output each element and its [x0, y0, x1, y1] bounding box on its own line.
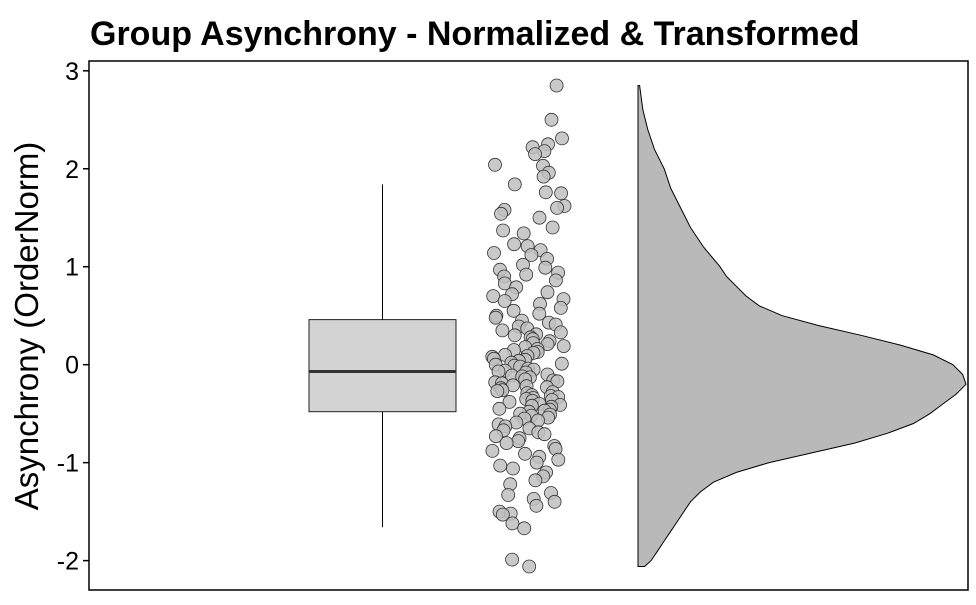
data-point	[488, 429, 503, 444]
data-point	[507, 237, 521, 252]
data-point	[496, 223, 511, 238]
y-axis-label: Asynchrony (OrderNorm)	[8, 142, 45, 511]
data-point	[519, 267, 534, 282]
data-point	[551, 452, 566, 467]
data-point	[549, 78, 564, 93]
plot-area	[88, 60, 969, 591]
data-point	[547, 494, 562, 509]
data-point	[555, 131, 569, 146]
data-point	[506, 461, 520, 476]
data-point	[507, 328, 522, 343]
data-point	[529, 498, 544, 513]
data-point	[487, 246, 501, 260]
data-point	[554, 356, 569, 371]
data-point	[532, 210, 547, 225]
data-point	[544, 112, 559, 127]
y-tick-label: 3	[65, 58, 79, 86]
boxplot	[308, 184, 457, 528]
data-point	[495, 323, 510, 338]
data-point	[501, 488, 516, 502]
data-point	[488, 310, 503, 325]
half-violin	[637, 85, 967, 567]
box-iqr	[308, 319, 457, 413]
data-point	[540, 285, 555, 300]
data-point	[556, 339, 571, 354]
data-point	[549, 273, 563, 288]
data-point	[554, 186, 568, 201]
y-axis: 3 2 1 0 -1 -2	[57, 58, 89, 576]
data-point	[494, 206, 508, 221]
plot-border	[88, 60, 969, 591]
y-tick-label: 0	[65, 352, 79, 380]
data-point	[493, 458, 508, 473]
data-point	[492, 401, 507, 416]
data-point	[538, 185, 553, 200]
data-point	[502, 394, 517, 409]
data-point	[518, 446, 532, 461]
data-point	[488, 157, 502, 172]
data-point	[485, 443, 500, 458]
data-point	[490, 384, 505, 399]
data-point	[537, 427, 552, 442]
y-tick-label: -2	[57, 548, 79, 576]
data-point	[524, 248, 539, 262]
y-tick-label: -1	[57, 450, 79, 478]
data-point	[516, 226, 531, 241]
data-point	[497, 294, 512, 308]
data-point	[528, 473, 543, 488]
violin-density	[637, 85, 967, 567]
data-point	[507, 177, 522, 192]
data-point	[517, 521, 532, 536]
data-point	[529, 455, 544, 470]
data-point	[536, 169, 551, 184]
data-point	[538, 260, 553, 275]
data-point	[522, 559, 537, 574]
y-tick-label: 1	[65, 254, 79, 282]
data-point	[505, 516, 520, 531]
data-point	[550, 200, 564, 215]
jittered-points	[485, 78, 572, 574]
data-point	[511, 434, 526, 449]
data-point	[499, 436, 514, 451]
data-point	[495, 507, 510, 522]
data-point	[486, 289, 501, 304]
data-point	[505, 552, 519, 567]
y-tick-label: 2	[65, 156, 79, 184]
data-point	[506, 303, 521, 318]
data-point	[553, 325, 568, 340]
data-point	[545, 220, 560, 235]
data-point	[553, 300, 568, 315]
data-point	[532, 306, 547, 321]
chart-title: Group Asynchrony - Normalized & Transfor…	[90, 15, 860, 53]
data-point	[528, 147, 542, 162]
